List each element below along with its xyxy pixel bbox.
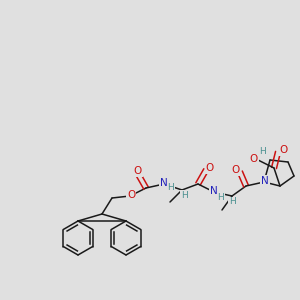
Text: O: O [134,166,142,176]
Text: H: H [229,197,236,206]
Text: H: H [168,184,174,193]
Text: H: H [218,193,224,202]
Text: N: N [210,186,218,196]
Text: H: H [181,190,188,200]
Text: O: O [206,163,214,173]
Text: O: O [231,165,239,175]
Text: O: O [127,190,135,200]
Text: N: N [160,178,168,188]
Text: N: N [261,176,269,186]
Text: O: O [279,145,287,155]
Text: H: H [259,146,266,155]
Text: O: O [250,154,258,164]
